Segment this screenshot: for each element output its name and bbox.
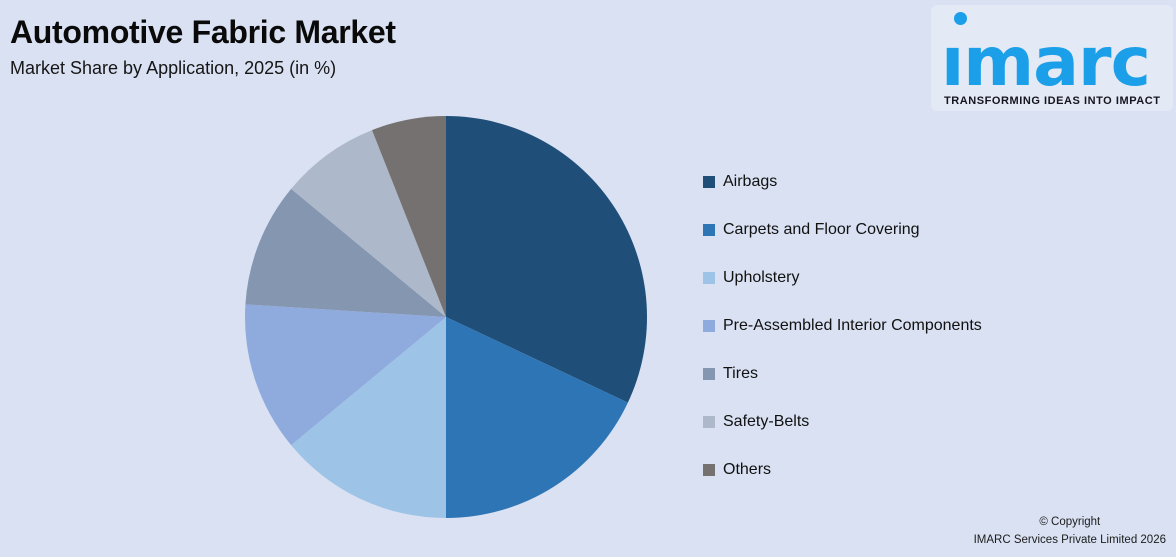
- legend-swatch-icon: [703, 320, 715, 332]
- legend-swatch-icon: [703, 368, 715, 380]
- legend-item-tires: Tires: [703, 363, 982, 385]
- pie-slice-safety-belts: [291, 130, 446, 317]
- legend-item-carpets-and-floor-covering: Carpets and Floor Covering: [703, 219, 982, 241]
- pie-chart: [245, 116, 647, 518]
- page-subtitle: Market Share by Application, 2025 (in %): [10, 58, 337, 78]
- legend-item-upholstery: Upholstery: [703, 267, 982, 289]
- copyright-line2: IMARC Services Private Limited 2026: [973, 534, 1166, 547]
- legend-swatch-icon: [703, 176, 715, 188]
- legend-swatch-icon: [703, 272, 715, 284]
- chart-header: Automotive Fabric Market Market Share by…: [10, 14, 396, 79]
- copyright-line1: © Copyright: [1039, 516, 1101, 529]
- logo-dot-icon: [954, 12, 967, 25]
- legend-swatch-icon: [703, 416, 715, 428]
- legend-label: Others: [723, 461, 772, 478]
- legend-label: Safety-Belts: [723, 413, 810, 430]
- page-title: Automotive Fabric Market: [10, 14, 396, 50]
- legend: Airbags Carpets and Floor Covering Upholst…: [703, 171, 982, 481]
- pie-slice-carpets-and-floor-covering: [446, 317, 628, 518]
- imarc-logo: ımarc TRANSFORMING IDEAS INTO IMPACT: [931, 5, 1173, 111]
- legend-item-others: Others: [703, 459, 982, 481]
- legend-item-safety-belts: Safety-Belts: [703, 411, 982, 433]
- legend-item-pre-assembled-interior-components: Pre-Assembled Interior Components: [703, 315, 982, 337]
- legend-label: Pre-Assembled Interior Components: [723, 317, 982, 334]
- logo-wordmark: ımarc: [941, 23, 1151, 102]
- legend-label: Upholstery: [723, 269, 800, 286]
- pie-slice-others: [372, 116, 446, 317]
- legend-label: Tires: [723, 365, 758, 382]
- logo-tagline: TRANSFORMING IDEAS INTO IMPACT: [944, 95, 1161, 107]
- legend-label: Airbags: [723, 173, 778, 190]
- pie-slice-airbags: [446, 116, 647, 403]
- copyright: © Copyright IMARC Services Private Limit…: [974, 514, 1166, 550]
- legend-item-airbags: Airbags: [703, 171, 982, 193]
- legend-swatch-icon: [703, 224, 715, 236]
- pie-slice-upholstery: [291, 317, 446, 518]
- legend-label: Carpets and Floor Covering: [723, 221, 920, 238]
- pie-slice-tires: [245, 188, 446, 317]
- legend-swatch-icon: [703, 464, 715, 476]
- pie-slice-pre-assembled-interior-components: [245, 304, 446, 446]
